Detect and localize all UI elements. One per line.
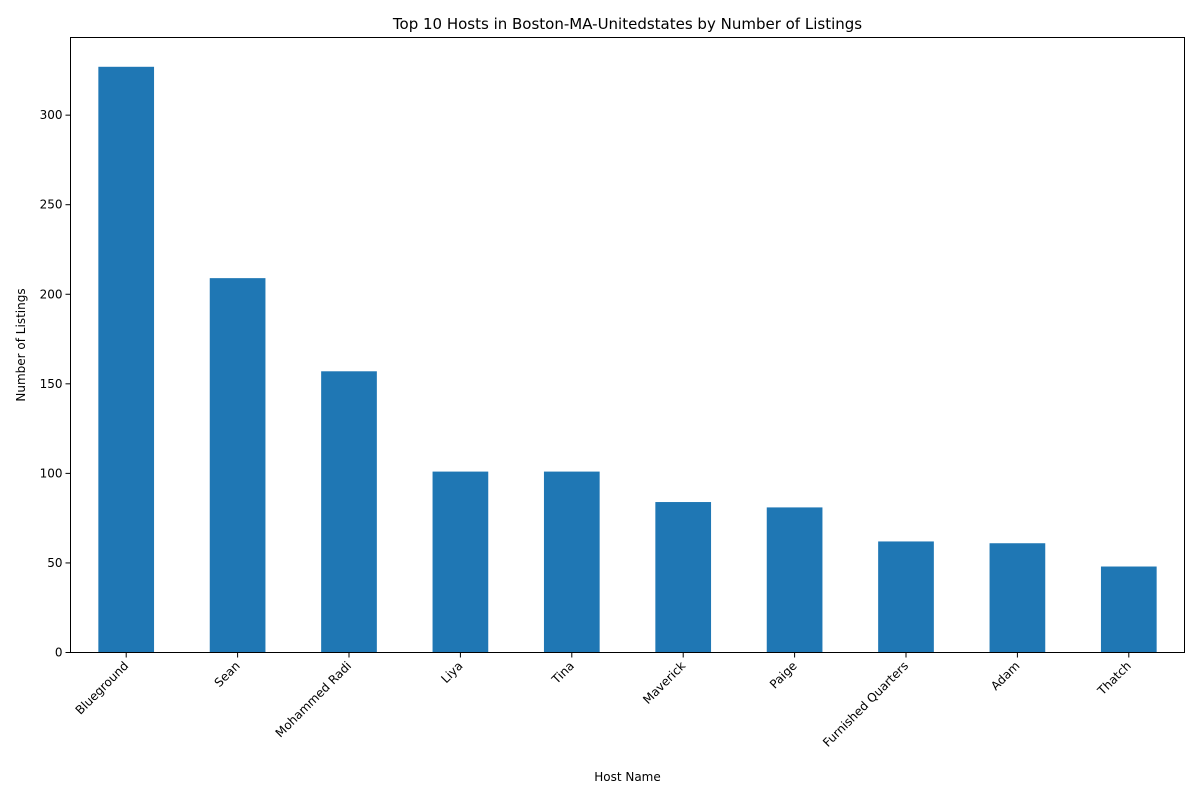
bar-sean xyxy=(209,278,266,653)
bar-maverick xyxy=(655,502,712,653)
x-axis-title: Host Name xyxy=(594,770,661,784)
bar-thatch xyxy=(1100,566,1157,653)
bars xyxy=(98,66,1157,653)
bar-furnished-quarters xyxy=(878,541,934,653)
y-tick-label: 150 xyxy=(40,377,63,391)
x-tick-label: Sean xyxy=(212,659,243,690)
x-tick-label: Maverick xyxy=(640,659,688,707)
y-tick-label: 300 xyxy=(40,108,63,122)
x-tick-label: Thatch xyxy=(1094,659,1134,699)
x-tick-label: Liya xyxy=(438,659,465,686)
y-tick-label: 200 xyxy=(40,287,63,301)
bar-blueground xyxy=(98,66,155,653)
bar-adam xyxy=(989,543,1046,653)
bar-tina xyxy=(543,471,600,653)
bar-paige xyxy=(766,507,823,653)
y-axis-title: Number of Listings xyxy=(14,288,28,401)
x-tick-label: Mohammed Radi xyxy=(273,659,354,740)
x-tick-label: Blueground xyxy=(73,659,132,718)
plot-area: 0 50 100 150 200 250 300 Blueground Sean Mohamme… xyxy=(40,37,1185,750)
y-tick-label: 100 xyxy=(40,466,63,480)
y-tick-label: 50 xyxy=(47,556,62,570)
x-tick-label: Adam xyxy=(988,659,1022,693)
chart-title: Top 10 Hosts in Boston-MA-Unitedstates b… xyxy=(392,15,862,33)
x-tick-label: Tina xyxy=(548,659,576,687)
y-axis: 0 50 100 150 200 250 300 xyxy=(40,108,71,660)
plot-frame xyxy=(70,37,1185,653)
y-tick-label: 250 xyxy=(40,198,63,212)
x-tick-label: Paige xyxy=(767,659,800,692)
bar-liya xyxy=(432,471,489,653)
x-tick-label: Furnished Quarters xyxy=(820,659,911,750)
y-tick-label: 0 xyxy=(55,646,63,660)
bar-mohammed-radi xyxy=(321,371,377,653)
x-axis: Blueground Sean Mohammed Radi Liya Tina Maver… xyxy=(73,652,1134,750)
